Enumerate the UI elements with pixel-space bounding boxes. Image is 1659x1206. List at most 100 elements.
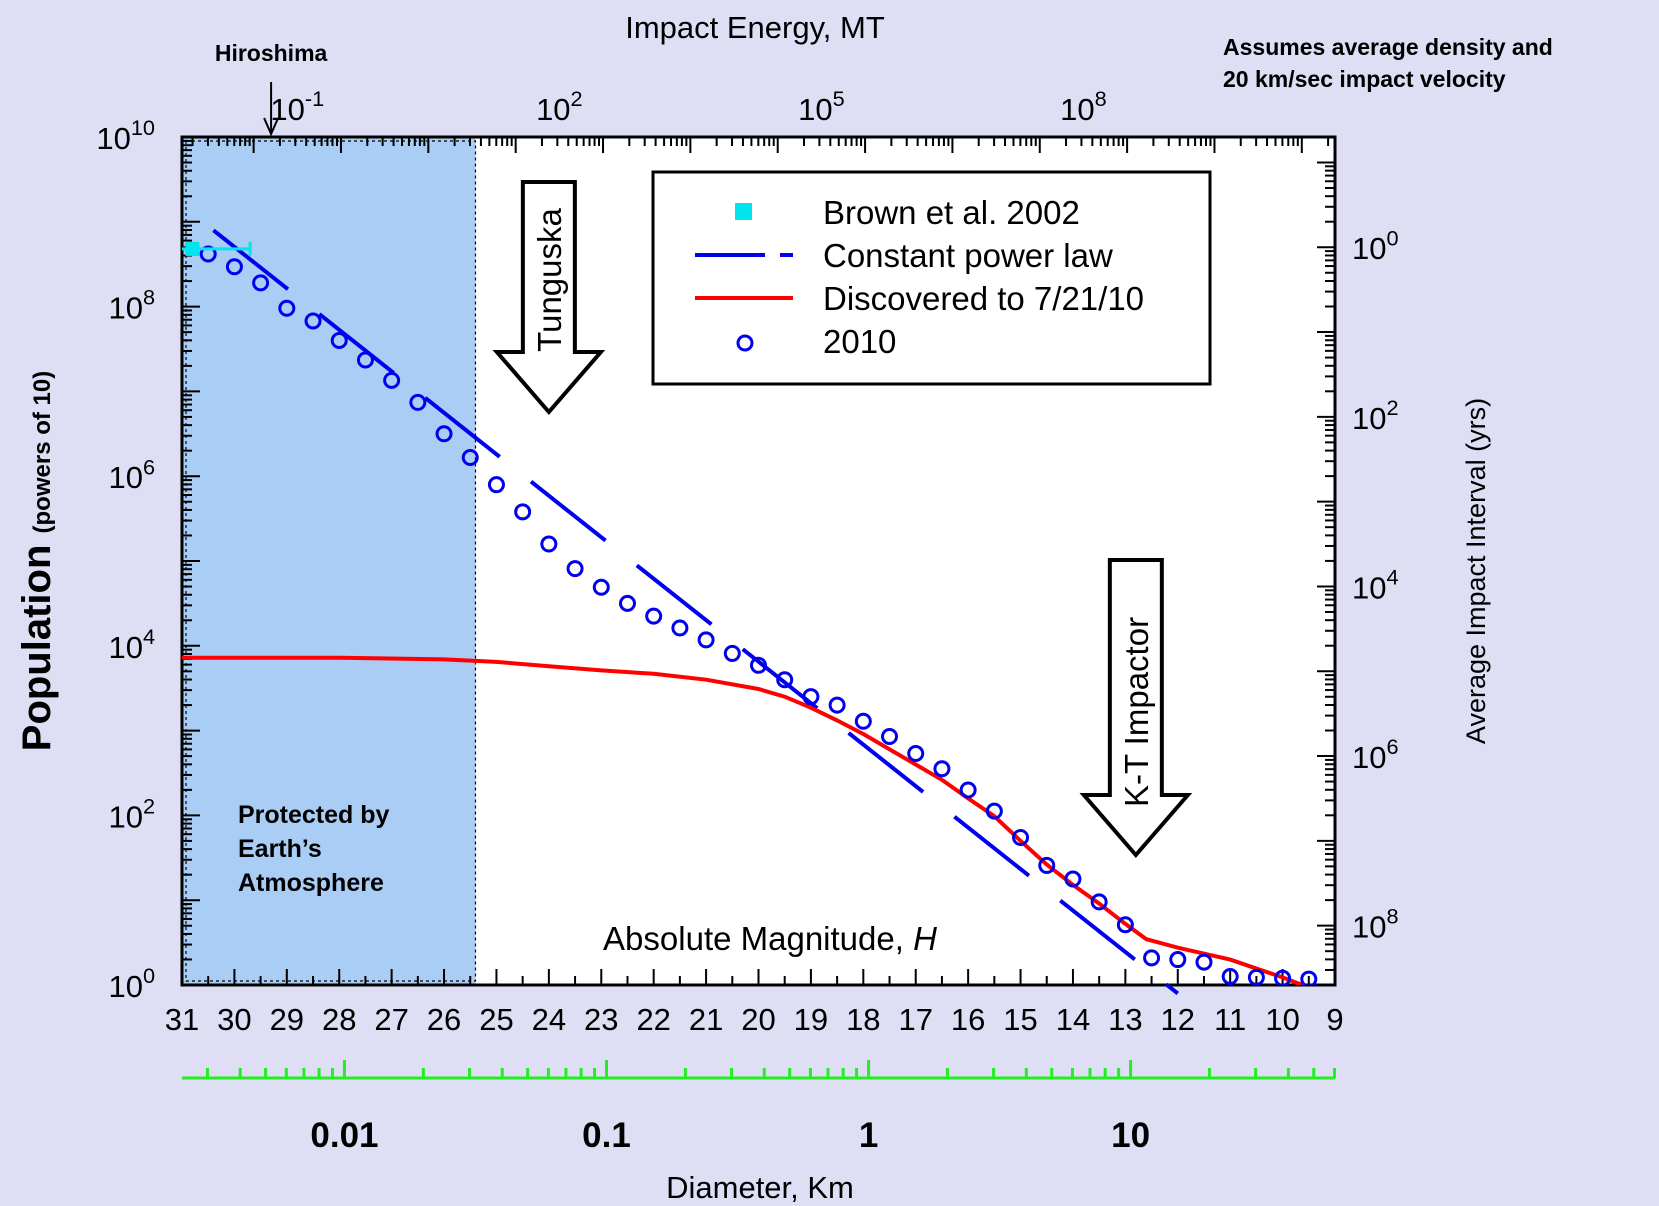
right-tick-label: 106 [1352,734,1399,775]
point-2010 [1221,968,1239,985]
x-tick-label: 9 [1326,1002,1343,1037]
diameter-axis-title: Diameter, Km [666,1170,854,1205]
point-2010 [330,332,348,350]
top-tick-label: 105 [798,86,845,127]
point-2010 [383,371,401,389]
point-2010 [828,696,846,714]
atmosphere-label-line: Earth’s [238,835,322,863]
point-2010 [409,393,427,411]
point-2010 [1143,949,1161,967]
point-2010 [514,503,532,521]
x-tick-label: 20 [741,1002,775,1037]
brown-point [185,241,200,256]
atmosphere-region [182,137,476,985]
point-2010 [435,425,453,443]
x-tick-label: 26 [427,1002,461,1037]
top-axis-title: Impact Energy, MT [625,10,885,45]
legend-entry-label: Brown et al. 2002 [823,194,1080,231]
diameter-tick-label: 1 [859,1116,878,1155]
point-2010 [461,449,479,467]
x-tick-label: 10 [1265,1002,1299,1037]
hiroshima-arrow-head [263,117,280,137]
point-2010 [1064,870,1082,888]
tunguska-label: Tunguska [531,208,568,352]
point-2010 [1247,968,1265,985]
tunguska-arrow [492,180,606,416]
point-2010 [933,760,951,778]
kt-impactor-label: K-T Impactor [1118,617,1155,807]
point-2010 [959,781,977,799]
diameter-tick-label: 0.1 [582,1116,631,1155]
point-2010 [802,688,820,706]
right-tick-label: 108 [1352,904,1399,945]
top-tick-label: 102 [536,86,583,127]
hiroshima-label: Hiroshima [215,40,328,66]
x-tick-label: 31 [165,1002,199,1037]
point-2010 [566,560,584,578]
legend-entry-label: Constant power law [823,237,1113,274]
point-2010 [356,351,374,369]
point-2010 [645,607,663,625]
point-2010 [252,274,270,292]
point-2010 [671,619,689,637]
x-axis-title-bg [577,916,963,962]
point-2010 [1116,916,1134,934]
point-2010 [487,476,505,494]
atmosphere-label-line: Protected by [238,801,390,829]
legend-entry-label: 2010 [823,323,896,360]
x-tick-label: 13 [1108,1002,1142,1037]
diameter-tick-label: 10 [1111,1116,1150,1155]
x-tick-label: 22 [636,1002,670,1037]
kt-impactor-arrow [1079,558,1193,859]
point-2010 [1195,953,1213,971]
right-tick-label: 102 [1352,395,1399,436]
assumption-note-line: Assumes average density and [1223,34,1553,60]
point-2010 [618,594,636,612]
x-tick-label: 14 [1056,1002,1090,1037]
x-tick-label: 23 [584,1002,618,1037]
diameter-tick-label: 0.01 [310,1116,378,1155]
y-tick-label: 102 [108,793,155,834]
x-tick-label: 17 [898,1002,932,1037]
point-2010 [750,656,767,674]
point-2010 [1169,951,1187,969]
y-tick-label: 108 [108,285,155,326]
x-tick-label: 25 [479,1002,513,1037]
right-tick-label: 100 [1352,225,1399,266]
point-2010 [1274,969,1292,985]
point-2010 [278,299,296,317]
top-tick-label: 10-1 [270,86,324,127]
x-tick-label: 30 [217,1002,251,1037]
discovered-line [182,655,1308,985]
top-tick-label: 108 [1060,86,1107,127]
point-2010 [1090,893,1108,911]
x-tick-label: 15 [1003,1002,1037,1037]
x-tick-label: 11 [1214,1002,1246,1037]
point-2010 [225,258,243,276]
x-axis-title: Absolute Magnitude, H [603,920,937,957]
legend-symbol-2010 [736,334,754,352]
point-2010 [540,535,558,553]
x-tick-label: 29 [270,1002,304,1037]
x-tick-label: 18 [846,1002,880,1037]
atmosphere-label-line: Atmosphere [238,869,384,897]
point-2010 [776,671,794,689]
y-tick-label: 106 [108,454,155,495]
point-2010 [592,578,610,596]
power-law-line [212,228,1180,996]
x-tick-label: 16 [951,1002,985,1037]
y-axis-title: Population (powers of 10) [15,371,59,751]
point-2010 [723,644,741,662]
assumption-note-line: 20 km/sec impact velocity [1223,66,1506,92]
x-tick-label: 28 [322,1002,356,1037]
point-2010 [1038,856,1056,874]
legend-entry-label: Discovered to 7/21/10 [823,280,1144,317]
point-2010 [304,312,322,330]
point-2010 [985,802,1003,820]
x-tick-label: 19 [794,1002,828,1037]
x-tick-label: 21 [689,1002,723,1037]
right-axis-title: Average Impact Interval (yrs) [1461,398,1491,744]
point-2010 [697,631,715,649]
y-tick-label: 1010 [96,115,155,156]
